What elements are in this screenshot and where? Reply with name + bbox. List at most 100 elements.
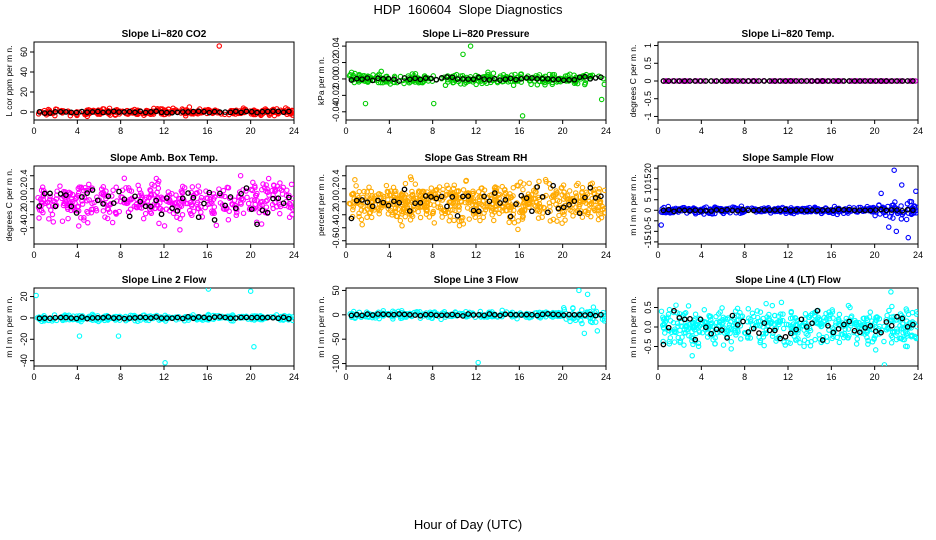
mean-point (359, 197, 365, 203)
data-point (788, 309, 794, 316)
data-point (113, 211, 120, 217)
data-point (389, 209, 396, 216)
data-point (213, 222, 220, 229)
panel-title: Slope Line 2 Flow (122, 275, 207, 286)
data-point (435, 200, 441, 206)
mean-point (846, 206, 853, 213)
data-point (853, 322, 860, 328)
mean-point (761, 320, 768, 326)
mean-point (68, 203, 75, 210)
mean-point (566, 311, 572, 318)
data-point (415, 190, 422, 196)
mean-point (433, 76, 440, 83)
data-point (100, 184, 107, 190)
data-point (496, 191, 503, 198)
mean-point (475, 208, 482, 215)
mean-point (94, 197, 101, 204)
mean-point (163, 195, 170, 201)
data-point (701, 78, 707, 84)
data-point (424, 208, 430, 214)
mean-point (745, 329, 752, 335)
data-point (577, 198, 584, 204)
mean-point (899, 78, 906, 84)
data-point (781, 339, 787, 345)
data-point (512, 71, 518, 78)
mean-point (841, 78, 847, 84)
data-point (754, 78, 760, 84)
data-point (881, 338, 887, 345)
data-point (591, 207, 598, 213)
data-point (856, 204, 862, 211)
panel-1: Slope Li−820 CO2 0 4 8 12 16 20 24 0 20 40 60 L cor … (4, 29, 299, 136)
mean-point (385, 75, 392, 82)
mean-point (179, 315, 186, 322)
mean-point (385, 311, 392, 318)
data-point (376, 207, 382, 214)
data-point (865, 341, 871, 347)
data-point (579, 320, 585, 327)
mean-point (391, 198, 397, 205)
data-point (199, 214, 206, 220)
data-point (475, 211, 482, 217)
data-point (384, 188, 391, 195)
data-point (203, 195, 210, 201)
mean-point (417, 199, 424, 206)
data-point (763, 327, 770, 334)
plot-frame (33, 287, 295, 367)
data-point (547, 311, 554, 317)
data-point (520, 186, 526, 193)
data-point (108, 200, 114, 207)
mean-point (428, 311, 434, 318)
data-point (853, 320, 860, 326)
data-point (348, 69, 355, 76)
data-point (138, 192, 145, 198)
y-tick-label: 0.4 (19, 169, 29, 182)
outlier-point (913, 188, 918, 195)
data-point (658, 308, 665, 315)
mean-point (899, 315, 906, 322)
y-tick-label: -0.2 (331, 207, 341, 223)
mean-point (777, 207, 784, 214)
x-tick-label: 12 (471, 372, 481, 382)
data-point (265, 175, 272, 182)
data-point (854, 336, 861, 342)
data-point (508, 194, 514, 201)
data-point (601, 81, 606, 88)
y-tick-label: 0.0 (331, 195, 341, 208)
mean-point (275, 195, 282, 202)
data-point (444, 76, 451, 83)
data-point (132, 317, 138, 324)
mean-point (713, 78, 720, 84)
data-point (763, 330, 769, 336)
data-point (735, 329, 741, 335)
mean-point (518, 192, 525, 199)
data-point (350, 206, 356, 213)
data-point (47, 196, 53, 203)
plot-frame (345, 287, 607, 367)
data-point (490, 217, 497, 224)
data-point (500, 203, 506, 210)
mean-point (227, 315, 234, 322)
data-point (66, 109, 73, 116)
mean-point (862, 78, 868, 84)
mean-point (910, 321, 916, 328)
mean-point (486, 77, 493, 83)
data-point (901, 336, 908, 343)
data-point (84, 220, 91, 226)
data-point (455, 188, 461, 195)
data-point (249, 197, 255, 203)
data-point (86, 197, 92, 203)
mean-point (364, 75, 371, 81)
data-point (726, 324, 733, 331)
data-point (231, 197, 238, 204)
panel-title: Slope Gas Stream RH (425, 153, 528, 164)
data-point (368, 188, 375, 195)
mean-point (502, 311, 509, 318)
data-point (361, 208, 368, 214)
mean-point (486, 311, 493, 317)
y-tick-label: 0.00 (331, 70, 341, 88)
mean-point (697, 316, 704, 323)
data-point (110, 187, 116, 194)
data-point (777, 318, 784, 325)
outlier-point (881, 362, 888, 366)
